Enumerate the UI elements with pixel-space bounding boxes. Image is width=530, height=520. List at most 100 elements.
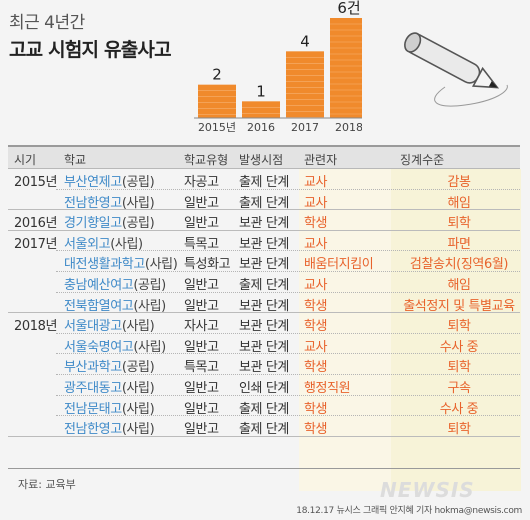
row-stage: 보관 단계 (239, 319, 289, 335)
table-row: 부산과학고(공립) 특목고 보관 단계 학생 퇴학 (8, 354, 520, 375)
table-row: 대전생활과학고(사립) 특성화고 보관 단계 배움터지킴이 검찰송치(징역6월) (8, 251, 520, 272)
row-school: 부산연제고(공립) (64, 171, 155, 190)
bar-1 (242, 101, 280, 118)
row-involved: 교사 (304, 277, 328, 293)
row-school-category: 특목고 (184, 360, 219, 376)
row-involved: 교사 (304, 195, 328, 211)
school-name: 서울대광고 (64, 319, 122, 335)
row-school-category: 일반고 (184, 401, 219, 417)
table-row: 광주대동고(사립) 일반고 인쇄 단계 행정직원 구속 (8, 375, 520, 396)
school-name: 부산연제고 (64, 175, 122, 190)
row-punishment: 퇴학 (447, 216, 471, 232)
row-school: 서울외고(사립) (64, 233, 143, 252)
row-school: 충남예산여고(공립) (64, 274, 166, 293)
value-label-1: 1 (256, 82, 266, 100)
table-body: 2015년 부산연제고(공립) 자공고 출제 단계 교사 감봉 전남한영고(사립) 일반고 출제… (8, 169, 521, 491)
school-name: 서울숙명여고 (64, 339, 134, 355)
category-label-0: 2015년 (198, 121, 236, 134)
school-name: 전남문태고 (64, 401, 122, 417)
school-type: (공립) (121, 175, 155, 190)
table-row: 전남문태고(사립) 일반고 출제 단계 학생 수사 중 (8, 396, 520, 417)
who-column-bg (299, 169, 391, 491)
table-row: 2015년 부산연제고(공립) 자공고 출제 단계 교사 감봉 (8, 169, 520, 190)
divider (8, 468, 520, 469)
category-label-3: 2018 (335, 121, 362, 134)
bar-3 (330, 18, 362, 118)
school-name: 경기향일고 (64, 216, 122, 232)
row-involved: 학생 (304, 422, 328, 438)
row-stage: 보관 단계 (239, 339, 289, 355)
row-punishment: 퇴학 (447, 360, 471, 376)
row-punishment: 수사 중 (439, 339, 479, 355)
row-punishment: 해임 (447, 195, 471, 211)
row-involved: 학생 (304, 360, 328, 376)
school-name: 충남예산여고 (64, 277, 134, 293)
source-note: 자료: 교육부 (18, 478, 76, 491)
row-punishment: 퇴학 (447, 319, 471, 335)
row-school-category: 일반고 (184, 195, 219, 211)
pencil-icon (404, 32, 508, 107)
row-school: 부산과학고(공립) (64, 356, 155, 376)
row-school: 대전생활과학고(사립) (64, 253, 178, 273)
school-type: (사립) (144, 257, 178, 273)
row-year: 2015년 (14, 175, 58, 190)
value-label-2: 4 (300, 32, 310, 50)
school-type: (사립) (121, 195, 155, 211)
row-stage: 출제 단계 (239, 195, 289, 211)
col-year: 시기 (14, 153, 37, 167)
row-punishment: 감봉 (447, 175, 471, 190)
col-who: 관련자 (304, 153, 338, 167)
row-involved: 교사 (304, 236, 328, 252)
row-involved: 학생 (304, 298, 328, 314)
row-punishment: 파면 (447, 236, 471, 252)
school-type: (사립) (121, 380, 155, 396)
category-label-1: 2016 (247, 121, 275, 134)
col-school: 학교 (64, 153, 87, 167)
row-school: 전북함열여고(사립) (64, 295, 166, 314)
school-name: 부산과학고 (64, 360, 122, 376)
row-school-category: 특목고 (184, 236, 219, 252)
school-type: (공립) (121, 360, 155, 376)
row-school: 서울숙명여고(사립) (64, 336, 166, 355)
row-school-category: 자공고 (184, 175, 219, 190)
credit-line: 18.12.17 뉴시스 그래픽 안지혜 기자 hokma@newsis.com (296, 506, 522, 516)
row-stage: 보관 단계 (239, 236, 289, 252)
row-punishment: 해임 (447, 277, 471, 293)
school-name: 광주대동고 (64, 380, 122, 396)
row-involved: 학생 (304, 216, 328, 232)
col-punish: 징계수준 (400, 153, 445, 167)
row-school: 전남문태고(사립) (64, 398, 155, 417)
school-name: 전북함열여고 (64, 298, 134, 314)
school-name: 전남한영고 (64, 422, 122, 438)
row-year: 2016년 (14, 216, 58, 232)
row-stage: 출제 단계 (239, 401, 289, 417)
row-school: 서울대광고(사립) (64, 315, 155, 335)
row-school-category: 일반고 (184, 380, 219, 396)
table-row: 충남예산여고(공립) 일반고 출제 단계 교사 해임 (8, 272, 520, 293)
row-punishment: 구속 (447, 380, 471, 396)
row-stage: 출제 단계 (239, 422, 289, 438)
row-involved: 학생 (304, 401, 328, 417)
bar-0 (198, 84, 236, 118)
row-punishment: 수사 중 (439, 401, 479, 417)
row-school: 경기향일고(공립) (64, 212, 155, 232)
row-involved: 학생 (304, 319, 328, 335)
row-punishment: 퇴학 (447, 422, 471, 438)
row-involved: 교사 (304, 175, 328, 190)
school-type: (사립) (110, 236, 143, 252)
school-type: (공립) (133, 277, 166, 293)
col-stage: 발생시점 (239, 153, 284, 167)
row-school-category: 특성화고 (184, 257, 231, 273)
row-involved: 배움터지킴이 (304, 257, 374, 273)
table-header: 시기 학교 학교유형 발생시점 관련자 징계수준 (8, 145, 520, 169)
row-school: 전남한영고(사립) (64, 192, 155, 211)
table-row: 전남한영고(사립) 일반고 출제 단계 학생 퇴학 (8, 416, 520, 437)
row-stage: 출제 단계 (239, 277, 289, 293)
row-stage: 보관 단계 (239, 360, 289, 376)
row-school-category: 일반고 (184, 216, 219, 232)
category-label-2: 2017 (291, 121, 319, 134)
row-stage: 인쇄 단계 (239, 380, 289, 396)
page-title: 고교 시험지 유출사고 (9, 39, 172, 61)
row-school-category: 일반고 (184, 422, 219, 438)
table-row: 2017년 서울외고(사립) 특목고 보관 단계 교사 파면 (8, 231, 520, 252)
